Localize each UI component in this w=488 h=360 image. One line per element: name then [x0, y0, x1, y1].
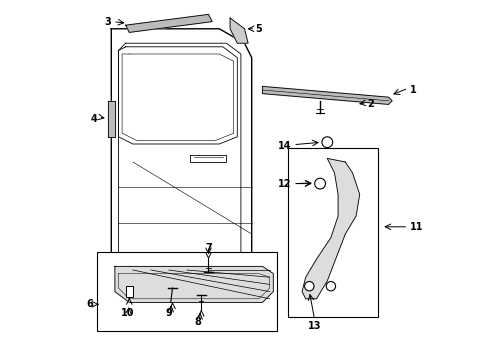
Text: 3: 3 [104, 17, 111, 27]
Text: 9: 9 [165, 308, 172, 318]
Polygon shape [262, 86, 391, 104]
Polygon shape [107, 101, 115, 137]
Text: 6: 6 [86, 299, 93, 309]
Text: 13: 13 [307, 321, 321, 331]
Text: 4: 4 [90, 114, 97, 124]
Polygon shape [302, 158, 359, 299]
Text: 1: 1 [409, 85, 416, 95]
Text: 7: 7 [204, 243, 211, 253]
Polygon shape [230, 18, 247, 43]
Circle shape [314, 178, 325, 189]
Text: 11: 11 [409, 222, 423, 232]
Text: 2: 2 [366, 99, 373, 109]
Circle shape [321, 137, 332, 148]
Text: 14: 14 [277, 141, 291, 151]
Circle shape [325, 282, 335, 291]
Bar [125, 286, 133, 297]
Circle shape [304, 282, 313, 291]
Polygon shape [125, 14, 212, 32]
Text: 5: 5 [255, 24, 262, 34]
Text: 8: 8 [194, 317, 201, 327]
Text: 10: 10 [121, 308, 134, 318]
Bar [97, 252, 276, 331]
Bar [287, 148, 377, 317]
Text: 12: 12 [277, 179, 291, 189]
Polygon shape [115, 266, 273, 302]
